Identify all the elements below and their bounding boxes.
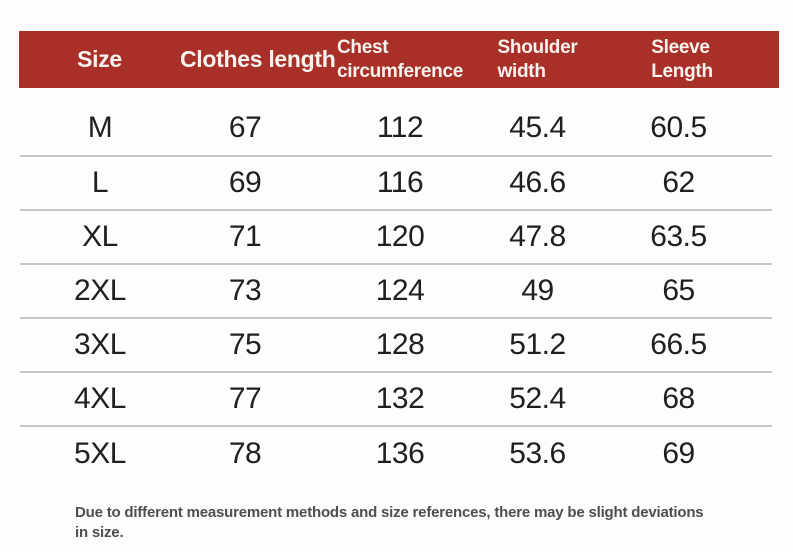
cell-clothes-length: 69: [228, 166, 262, 199]
size-deviation-note-line2: in size.: [75, 523, 124, 541]
table-row-3xl: 3XL 75 128 51.2 66.5: [20, 319, 772, 373]
cell-sleeve-length: 60.5: [650, 110, 707, 144]
table-row-l: L 69 116 46.6 62: [20, 157, 772, 211]
cell-shoulder-width: 49: [521, 274, 554, 307]
size-chart-header-row: Size Clothes length Chest circumference S…: [19, 31, 779, 88]
cell-chest-circumference: 124: [375, 274, 425, 307]
cell-clothes-length: 77: [228, 382, 262, 415]
header-cell-chest-circumference-text: Chest circumference: [336, 37, 463, 82]
cell-sleeve-length: 62: [662, 166, 695, 199]
cell-sleeve-length: 63.5: [650, 220, 707, 253]
cell-chest-circumference: 112: [376, 110, 424, 144]
cell-sleeve-length: 68: [662, 382, 695, 415]
cell-clothes-length: 67: [228, 110, 262, 144]
header-cell-chest-circumference: Chest circumference: [310, 36, 490, 82]
cell-shoulder-width: 51.2: [509, 328, 566, 361]
cell-clothes-length: 71: [228, 220, 262, 253]
cell-clothes-length: 73: [228, 274, 262, 307]
header-cell-sleeve-length-text: Sleeve Length: [651, 37, 713, 82]
cell-size: 2XL: [74, 274, 126, 307]
cell-size: 4XL: [74, 382, 126, 415]
cell-sleeve-length: 66.5: [650, 328, 707, 361]
cell-sleeve-length: 69: [662, 437, 695, 470]
cell-clothes-length: 78: [228, 437, 262, 470]
cell-size: 3XL: [74, 328, 126, 361]
table-row-m: M 67 112 45.4 60.5: [20, 88, 772, 157]
size-deviation-note-line1: Due to different measurement methods and…: [75, 504, 704, 521]
cell-size: M: [87, 110, 113, 144]
table-row-4xl: 4XL 77 132 52.4 68: [20, 373, 772, 427]
cell-chest-circumference: 116: [376, 166, 424, 199]
table-row-xl: XL 71 120 47.8 63.5: [20, 211, 772, 265]
size-chart-table: Size Clothes length Chest circumference S…: [19, 31, 779, 481]
table-row-5xl: 5XL 78 136 53.6 69: [20, 427, 772, 481]
cell-chest-circumference: 120: [375, 220, 425, 253]
size-chart-body: M 67 112 45.4 60.5 L 69 116 46.6 62 XL 7…: [20, 88, 772, 481]
header-cell-shoulder-width-text: Shoulder width: [497, 37, 578, 82]
cell-clothes-length: 75: [228, 328, 262, 361]
table-row-2xl: 2XL 73 124 49 65: [20, 265, 772, 319]
header-cell-clothes-length: Clothes length: [180, 46, 336, 72]
size-deviation-note: Due to different measurement methods and…: [75, 503, 775, 543]
cell-shoulder-width: 47.8: [509, 220, 566, 253]
cell-shoulder-width: 52.4: [509, 382, 566, 415]
cell-size: 5XL: [74, 437, 126, 470]
cell-shoulder-width: 46.6: [509, 166, 566, 199]
cell-shoulder-width: 45.4: [509, 110, 566, 144]
cell-chest-circumference: 128: [375, 328, 425, 361]
cell-size: XL: [82, 220, 118, 253]
cell-shoulder-width: 53.6: [509, 437, 566, 470]
cell-chest-circumference: 132: [375, 382, 425, 415]
header-cell-shoulder-width: Shoulder width: [490, 36, 585, 82]
cell-chest-circumference: 136: [375, 437, 425, 470]
cell-sleeve-length: 65: [662, 274, 695, 307]
header-cell-sleeve-length: Sleeve Length: [585, 36, 779, 82]
cell-size: L: [91, 166, 109, 199]
header-cell-size: Size: [77, 46, 122, 72]
